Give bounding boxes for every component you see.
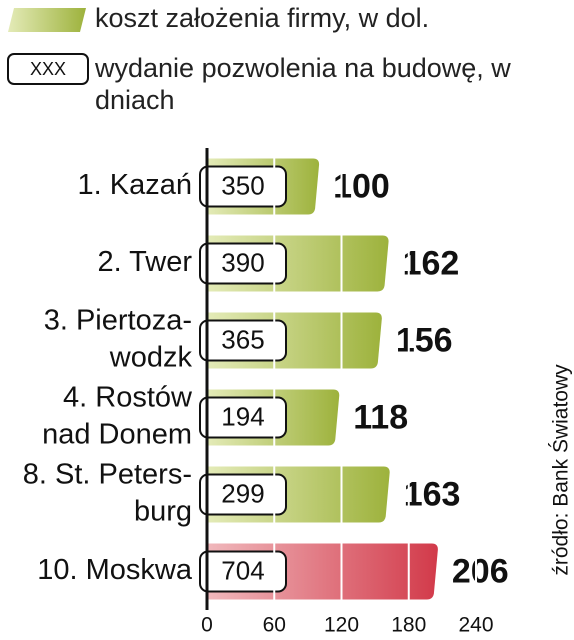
category-label: 10. Moskwa xyxy=(37,554,193,586)
source: źródło: Bank Światowy xyxy=(549,364,573,576)
days-box xyxy=(199,550,287,593)
category-label: 4. Rostów xyxy=(63,382,193,414)
category-label: 2. Twer xyxy=(97,246,192,278)
value-label: 206 xyxy=(452,552,509,590)
days-box xyxy=(199,473,287,516)
category-label: 3. Piertoza- xyxy=(44,305,192,337)
days-box xyxy=(199,319,287,362)
legend-box xyxy=(7,53,89,85)
category-label: burg xyxy=(134,496,192,528)
value-label: 163 xyxy=(404,475,461,513)
days-box xyxy=(199,242,287,285)
value-label: 100 xyxy=(333,167,390,205)
days-label: 194 xyxy=(221,401,264,431)
legend-label: wydanie pozwolenia na budowę, w dniach xyxy=(95,53,511,115)
days-label: 365 xyxy=(221,324,264,354)
days-label: 704 xyxy=(221,555,264,585)
category-label: wodzk xyxy=(109,342,193,374)
x-tick-label: 180 xyxy=(391,614,426,637)
days-box xyxy=(199,396,287,439)
days-label: 299 xyxy=(221,478,264,508)
x-tick-label: 60 xyxy=(263,614,286,637)
days-label: 390 xyxy=(221,247,264,277)
days-label: 350 xyxy=(221,170,264,200)
x-tick-label: 0 xyxy=(201,614,213,637)
value-label: 118 xyxy=(353,398,408,436)
legend-label: koszt założenia firmy, w dol. xyxy=(95,3,430,33)
days-box xyxy=(199,165,287,208)
category-label: 8. St. Peters- xyxy=(23,459,192,491)
legend-box-label: XXX xyxy=(30,59,66,79)
category-label: 1. Kazań xyxy=(78,169,192,201)
category-label: nad Donem xyxy=(42,419,192,451)
x-tick-label: 120 xyxy=(324,614,359,637)
value-label: 162 xyxy=(403,244,460,282)
value-label: 156 xyxy=(396,321,453,359)
legend-swatch xyxy=(8,8,86,32)
x-tick-label: 240 xyxy=(458,614,493,637)
